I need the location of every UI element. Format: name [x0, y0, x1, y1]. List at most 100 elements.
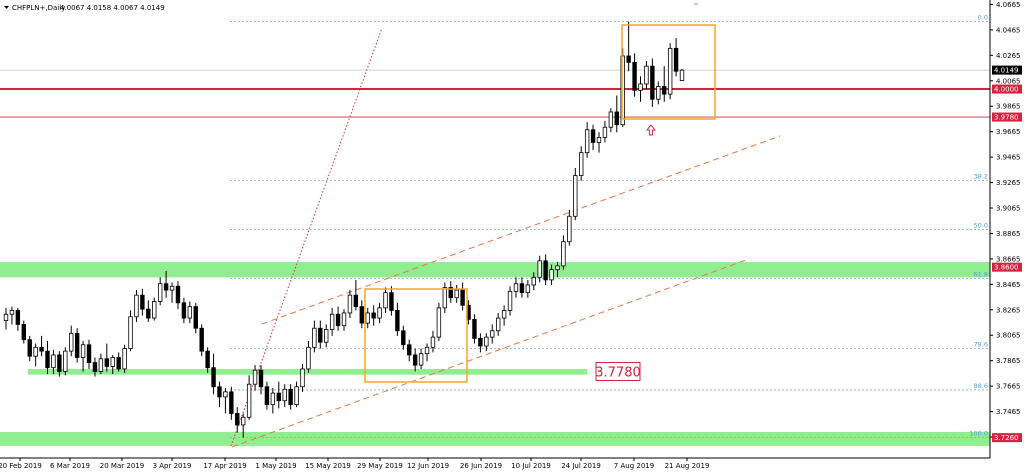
candle [579, 146, 584, 181]
x-tick-label: 10 Jul 2019 [511, 462, 551, 470]
candle [45, 340, 50, 375]
candle-body-up [495, 317, 501, 332]
candle-body-up [549, 269, 554, 281]
header-symbol: CHFPLN+,Daily [12, 4, 65, 12]
x-tick-label: 26 Jun 2019 [460, 462, 502, 470]
candle [110, 354, 115, 375]
candle-body-down [590, 129, 596, 143]
candle [146, 300, 151, 322]
candle-body-up [436, 307, 442, 338]
chart-shift-marker-icon[interactable] [693, 3, 699, 6]
candle [86, 339, 92, 369]
candle-body-down [614, 111, 619, 126]
candle [347, 290, 353, 319]
candle [134, 290, 139, 322]
candle [679, 68, 685, 81]
candle [51, 349, 56, 375]
candle-body-up [656, 86, 661, 100]
y-tick-label: 3.9665 [996, 128, 1021, 136]
y-tick-label: 4.0265 [996, 52, 1021, 60]
candle [543, 254, 548, 285]
candle-body-up [110, 357, 115, 367]
candle-body-up [9, 310, 15, 315]
candle [175, 281, 181, 310]
candle [460, 282, 465, 311]
candle-body-down [264, 386, 270, 405]
candle-body-down [472, 318, 477, 339]
candle [264, 381, 270, 410]
candle-body-up [80, 344, 86, 358]
candle-body-down [205, 350, 210, 369]
candle-body-down [632, 61, 637, 91]
candle-body-up [501, 310, 507, 319]
candle [92, 357, 98, 377]
candle-body-down [21, 324, 26, 341]
consolidation-box [364, 288, 468, 383]
candle-body-down [543, 260, 548, 281]
candle-body-up [602, 126, 608, 138]
candle [484, 333, 489, 352]
candle-body-up [69, 332, 74, 352]
candle [549, 264, 554, 285]
x-tick-label: 3 Apr 2019 [153, 462, 192, 470]
candle-body-down [163, 283, 169, 291]
candle [33, 343, 38, 367]
y-tick-label: 3.7665 [996, 383, 1021, 391]
candle [98, 353, 104, 375]
candle-body-up [33, 346, 38, 357]
candle [590, 124, 596, 151]
candle [407, 339, 412, 362]
candle-body-up [490, 330, 495, 338]
candle-body-up [341, 312, 347, 327]
candle-body-up [324, 329, 329, 343]
candle [377, 302, 382, 324]
candle-body-up [442, 287, 448, 309]
candle [359, 300, 364, 329]
support-zone-0 [0, 262, 990, 278]
y-tick-label: 3.7465 [996, 408, 1021, 416]
candle-body-up [561, 241, 566, 267]
chart-menu-triangle-icon[interactable] [4, 6, 9, 9]
y-tick-label: 3.7865 [996, 357, 1021, 365]
price-label-box [992, 84, 1022, 94]
x-tick-label: 1 May 2019 [255, 462, 296, 470]
candle-body-down [258, 369, 264, 388]
candle [644, 61, 649, 90]
candle-body-down [662, 86, 667, 95]
y-tick-label: 3.9465 [996, 154, 1021, 162]
candle [235, 407, 240, 433]
candle-body-up [63, 350, 68, 372]
candle-body-down [146, 308, 151, 319]
candle-body-up [347, 294, 353, 314]
fib-level-label: 0.0 [978, 14, 988, 22]
candle [229, 386, 234, 420]
candle-body-up [638, 83, 643, 91]
candle [561, 235, 566, 270]
candle [531, 272, 536, 291]
price-label-box [992, 262, 1022, 272]
candle [282, 384, 287, 408]
candle-body-up [128, 316, 133, 349]
candle [478, 333, 483, 353]
candle [430, 330, 436, 353]
candle-body-up [644, 65, 649, 85]
candle-body-up [454, 289, 459, 299]
candle-body-up [51, 354, 56, 369]
candle-body-down [401, 330, 406, 346]
candle-body-up [584, 129, 590, 154]
candle-body-up [252, 369, 258, 385]
candle [193, 302, 198, 334]
candle-body-down [140, 294, 145, 310]
candle-body-up [537, 260, 542, 278]
candle-body-down [39, 346, 44, 352]
candle-body-down [181, 302, 187, 319]
candle [3, 307, 9, 330]
candle-body-up [525, 284, 531, 294]
candle-body-down [57, 354, 62, 372]
candle-body-up [282, 388, 287, 402]
y-tick-label: 3.9065 [996, 205, 1021, 213]
candle [276, 381, 281, 409]
price-label: 3.8600 [994, 264, 1019, 272]
price-label-box [992, 65, 1022, 75]
